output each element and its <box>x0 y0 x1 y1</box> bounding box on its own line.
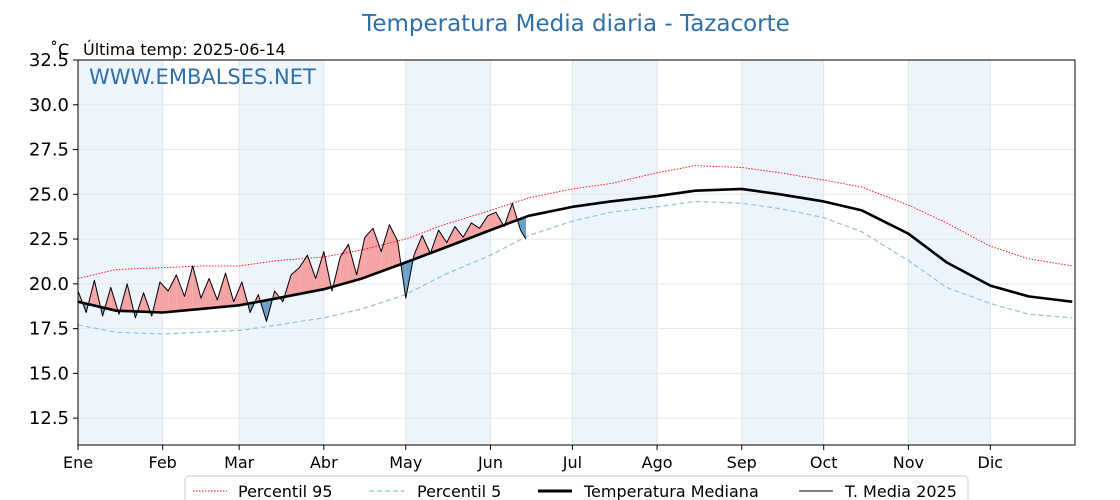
month-band <box>572 60 658 445</box>
fill-above-median <box>373 228 382 275</box>
x-tick-label: Feb <box>149 453 177 472</box>
x-axis: Ene Feb Mar Abr May Jun Jul Ago Sep Oct Nov Dic <box>63 445 1003 472</box>
y-tick-label: 30.0 <box>29 95 69 116</box>
fill-above-median <box>307 255 316 293</box>
series-lines <box>77 165 1073 335</box>
fill-above-median <box>217 273 226 308</box>
x-tick-label: Dic <box>978 453 1004 472</box>
x-tick-label: Ago <box>642 453 673 472</box>
watermark: WWW.EMBALSES.NET <box>89 65 316 89</box>
legend-label-2025: T. Media 2025 <box>844 482 957 500</box>
fill-above-median <box>159 282 169 313</box>
legend-label-median: Temperatura Mediana <box>583 482 759 500</box>
fill-above-median <box>381 224 390 272</box>
fill-above-median <box>176 274 185 312</box>
fill-above-median <box>168 274 177 312</box>
y-tick-label: 20.0 <box>29 274 69 295</box>
y-tick-label: 27.5 <box>29 140 69 161</box>
fill-above-median <box>479 215 488 235</box>
month-band <box>78 60 163 445</box>
x-tick-label: Oct <box>810 453 838 472</box>
fill-above-median <box>389 224 398 269</box>
fill-above-median <box>315 251 324 291</box>
y-tick-label: 15.0 <box>29 363 69 384</box>
x-tick-label: Jul <box>562 453 582 472</box>
month-bands <box>78 60 991 445</box>
series-line-p5 <box>77 200 1073 335</box>
unit-label: ˚C <box>50 40 69 59</box>
fill-above-median <box>364 228 374 278</box>
x-tick-label: Jun <box>477 453 503 472</box>
fill-above-median <box>200 278 210 309</box>
x-tick-label: Sep <box>727 453 757 472</box>
x-tick-label: Nov <box>893 453 924 472</box>
y-tick-label: 22.5 <box>29 229 69 250</box>
y-axis: 12.5 15.0 17.5 20.0 22.5 25.0 27.5 30.0 32.5 <box>29 50 78 429</box>
legend: Percentil 95 Percentil 5 Temperatura Med… <box>184 475 969 500</box>
legend-label-p95: Percentil 95 <box>238 482 333 500</box>
y-tick-label: 25.0 <box>29 184 69 205</box>
series-line-median <box>77 187 1073 314</box>
legend-label-p5: Percentil 5 <box>417 482 501 500</box>
legend-box <box>184 475 969 500</box>
fill-above-median <box>184 265 193 311</box>
x-tick-label: Mar <box>224 453 255 472</box>
fill-above-median <box>209 278 218 309</box>
fill-above-median <box>454 226 464 244</box>
fill-above-median <box>291 267 300 296</box>
series-line-p95 <box>77 165 1073 279</box>
y-tick-label: 32.5 <box>29 50 69 71</box>
fill-above-median <box>192 265 201 310</box>
x-tick-label: Abr <box>310 453 338 472</box>
month-band <box>908 60 991 445</box>
x-tick-label: May <box>389 453 422 472</box>
x-tick-label: Ene <box>63 453 93 472</box>
plot-frame <box>77 59 1076 446</box>
y-tick-label: 12.5 <box>29 408 69 429</box>
month-band <box>239 60 324 445</box>
chart-title: Temperatura Media diaria - Tazacorte <box>361 11 790 37</box>
series-line-2025 <box>77 202 527 322</box>
last-temp-label: Última temp: 2025-06-14 <box>83 40 286 59</box>
y-tick-label: 17.5 <box>29 319 69 340</box>
fill-above-median <box>438 230 447 251</box>
month-band <box>741 60 824 445</box>
fill-below-median <box>520 216 526 240</box>
fill-above-median <box>487 212 496 232</box>
